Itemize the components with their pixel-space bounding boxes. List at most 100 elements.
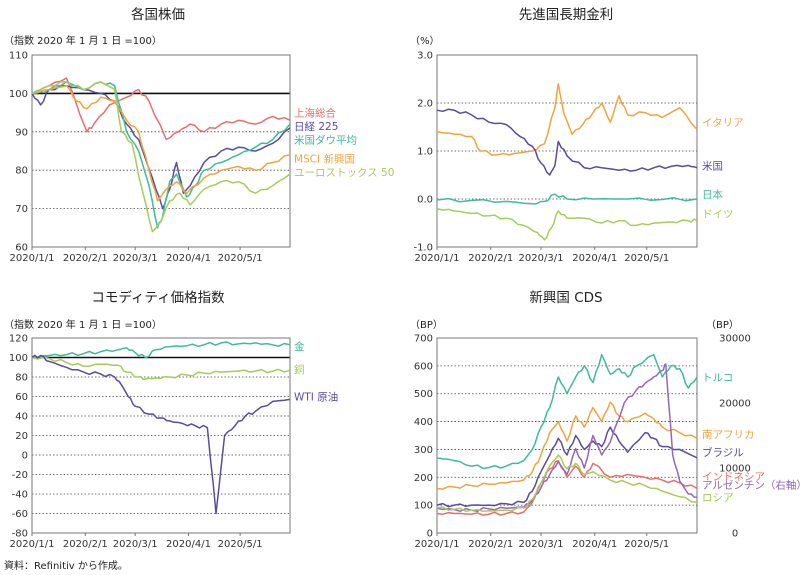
y-right-tick-label: 20000 <box>719 399 751 410</box>
plot-frame <box>31 337 291 534</box>
y-tick-label: 1.0 <box>417 147 433 158</box>
series-line-cds-0 <box>436 353 698 470</box>
series-line-yields-0 <box>436 83 698 156</box>
x-tick-label: 2020/1/1 <box>10 253 55 264</box>
stocks-ylabel: （指数 2020 年 1 月 1 日 =100） <box>4 34 162 47</box>
series-line-yields-1 <box>436 108 698 176</box>
y-tick-label: 0 <box>427 529 433 540</box>
y-tick-label: 110 <box>9 51 28 62</box>
yields-ylabel: （%） <box>410 35 440 47</box>
y-tick-label: 100 <box>9 89 28 100</box>
x-tick-label: 2020/4/1 <box>572 539 617 550</box>
series-label-cds-2: ブラジル <box>702 446 744 459</box>
x-tick-label: 2020/1/1 <box>415 539 460 550</box>
y-tick-label: 500 <box>414 389 433 400</box>
series-label-stocks-0: 上海総合 <box>294 107 336 120</box>
series-label-cds-5: ロシア <box>702 492 734 504</box>
series-label-commodities-0: 金 <box>294 340 305 353</box>
series-label-stocks-4: ユーロストックス 50 <box>294 167 394 179</box>
x-tick-label: 2020/4/1 <box>572 253 617 264</box>
series-line-cds-2 <box>436 426 698 508</box>
x-tick-label: 2020/5/1 <box>624 253 669 264</box>
series-line-stocks-0 <box>31 77 291 141</box>
x-tick-label: 2020/2/1 <box>468 539 513 550</box>
cds-chart: 新興国 CDS （BP） （BP） 0 100 200 300 400 500 600 700… <box>410 290 806 550</box>
x-tick-label: 2020/2/1 <box>63 539 108 550</box>
series-line-commodities-1 <box>31 356 291 381</box>
series-label-commodities-1: 銅 <box>294 363 305 376</box>
stocks-chart: 各国株価 （指数 2020 年 1 月 1 日 =100） 60 70 80 90 10… <box>4 7 394 264</box>
series-line-cds-1 <box>436 401 698 490</box>
y-tick-label: 3.0 <box>417 51 433 62</box>
series-label-stocks-1: 日経 225 <box>294 120 338 133</box>
series-line-stocks-4 <box>31 81 291 233</box>
stocks-title: 各国株価 <box>131 7 185 23</box>
series-label-yields-3: ドイツ <box>702 208 734 220</box>
series-line-yields-2 <box>436 193 698 205</box>
series-label-cds-0: トルコ <box>702 372 733 384</box>
y-tick-label: 70 <box>15 204 28 215</box>
commodities-ylabel: （指数 2020 年 1 月 1 日 =100） <box>4 318 162 331</box>
series-label-cds-3: インドネシア <box>702 471 765 483</box>
y-tick-label: -60 <box>12 509 28 520</box>
y-tick-label: -80 <box>12 529 28 540</box>
x-tick-label: 2020/1/1 <box>415 253 460 264</box>
y-tick-label: -1.0 <box>413 243 433 254</box>
y-tick-label: 80 <box>15 373 28 384</box>
x-tick-label: 2020/3/1 <box>519 253 564 264</box>
x-tick-label: 2020/4/1 <box>166 253 211 264</box>
x-tick-label: 2020/3/1 <box>113 253 158 264</box>
y-tick-label: 0.0 <box>417 195 433 206</box>
y-tick-label: 90 <box>15 127 28 138</box>
y-tick-label: 400 <box>414 417 433 428</box>
series-label-cds-4: アルゼンチン（右軸） <box>702 478 806 491</box>
series-label-stocks-2: 米国ダウ平均 <box>294 133 357 146</box>
y-tick-label: 300 <box>414 445 433 456</box>
source-note: 資料：Refinitiv から作成。 <box>4 559 128 572</box>
y-tick-label: 20 <box>15 431 28 442</box>
series-label-commodities-2: WTI 原油 <box>294 391 338 404</box>
x-tick-label: 2020/5/1 <box>218 253 263 264</box>
yields-chart: 先進国長期金利 （%） -1.0 0.0 1.0 2.0 3.0 2020/1/1 2020… <box>410 7 744 264</box>
yields-title: 先進国長期金利 <box>519 7 614 23</box>
series-line-stocks-3 <box>31 84 291 202</box>
commodities-chart: コモディティ価格指数 （指数 2020 年 1 月 1 日 =100） -80 -… <box>4 289 338 550</box>
cds-ylabel-right: （BP） <box>706 319 739 331</box>
y-tick-label: 100 <box>9 353 28 364</box>
commodities-title: コモディティ価格指数 <box>91 289 225 306</box>
y-tick-label: -40 <box>12 490 28 501</box>
y-tick-label: 40 <box>15 412 28 423</box>
y-tick-label: -20 <box>12 470 28 481</box>
cds-ylabel-left: （BP） <box>410 319 443 331</box>
y-tick-label: 120 <box>9 334 28 345</box>
y-right-tick-label: 0 <box>732 529 738 540</box>
y-tick-label: 200 <box>414 473 433 484</box>
y-tick-label: 100 <box>414 501 433 512</box>
x-tick-label: 2020/3/1 <box>113 539 158 550</box>
y-tick-label: 60 <box>15 243 28 254</box>
y-right-tick-label: 30000 <box>719 334 751 345</box>
x-tick-label: 2020/5/1 <box>624 539 669 550</box>
x-tick-label: 2020/4/1 <box>166 539 211 550</box>
series-label-yields-2: 日本 <box>702 188 723 201</box>
series-line-stocks-1 <box>31 84 291 210</box>
y-right-tick-label: 10000 <box>719 464 751 475</box>
x-tick-label: 2020/2/1 <box>63 253 108 264</box>
plot-frame <box>436 337 698 534</box>
y-tick-label: 60 <box>15 392 28 403</box>
series-line-yields-3 <box>436 207 698 241</box>
y-tick-label: 80 <box>15 166 28 177</box>
x-tick-label: 2020/2/1 <box>468 253 513 264</box>
plot-frame <box>436 54 698 248</box>
series-label-cds-1: 南アフリカ <box>702 428 755 441</box>
series-line-commodities-2 <box>31 354 291 515</box>
y-tick-label: 700 <box>414 334 433 345</box>
y-tick-label: 600 <box>414 361 433 372</box>
series-line-cds-5 <box>436 454 698 513</box>
y-tick-label: 2.0 <box>417 99 433 110</box>
series-label-stocks-3: MSCI 新興国 <box>294 153 355 166</box>
x-tick-label: 2020/1/1 <box>10 539 55 550</box>
series-line-commodities-0 <box>31 341 291 359</box>
